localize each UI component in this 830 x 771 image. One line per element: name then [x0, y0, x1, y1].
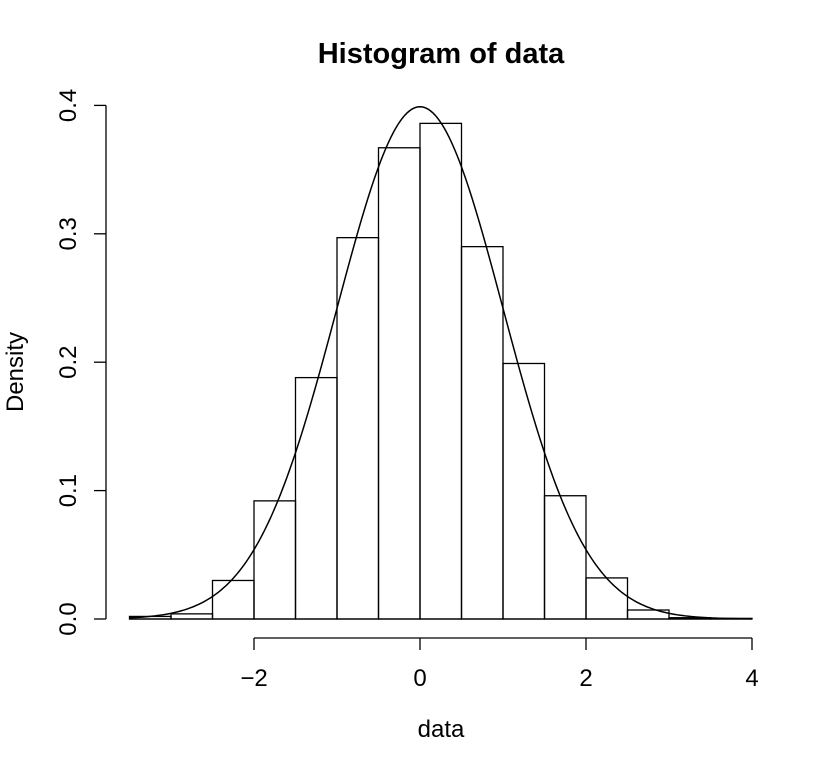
x-axis-label: data	[418, 716, 465, 743]
y-tick-label: 0.0	[55, 602, 82, 635]
density-curve	[129, 106, 753, 620]
histogram-bars	[128, 122, 753, 620]
chart-title: Histogram of data	[318, 38, 565, 70]
x-tick-label: −2	[240, 665, 267, 692]
y-tick-label: 0.1	[55, 474, 82, 507]
histogram-bar	[585, 577, 629, 620]
y-axis: 0.0 0.1 0.2 0.3 0.4	[55, 89, 107, 636]
histogram-bar	[170, 613, 214, 620]
y-tick-label: 0.4	[55, 89, 82, 122]
x-axis: −2 0 2 4	[240, 637, 759, 692]
y-axis-label: Density	[2, 332, 29, 412]
histogram-bar	[211, 579, 255, 620]
histogram-bar	[253, 500, 297, 620]
histogram-bar	[377, 147, 421, 620]
x-tick-label: 4	[745, 665, 758, 692]
histogram-bar	[294, 376, 338, 620]
y-tick-label: 0.3	[55, 217, 82, 250]
histogram-bar	[543, 495, 587, 620]
x-tick-label: 2	[579, 665, 592, 692]
histogram-bar	[502, 362, 546, 620]
y-tick-label: 0.2	[55, 346, 82, 379]
histogram-bar	[419, 122, 463, 620]
histogram-bar	[460, 245, 504, 620]
histogram-bar	[336, 237, 380, 620]
x-tick-label: 0	[413, 665, 426, 692]
